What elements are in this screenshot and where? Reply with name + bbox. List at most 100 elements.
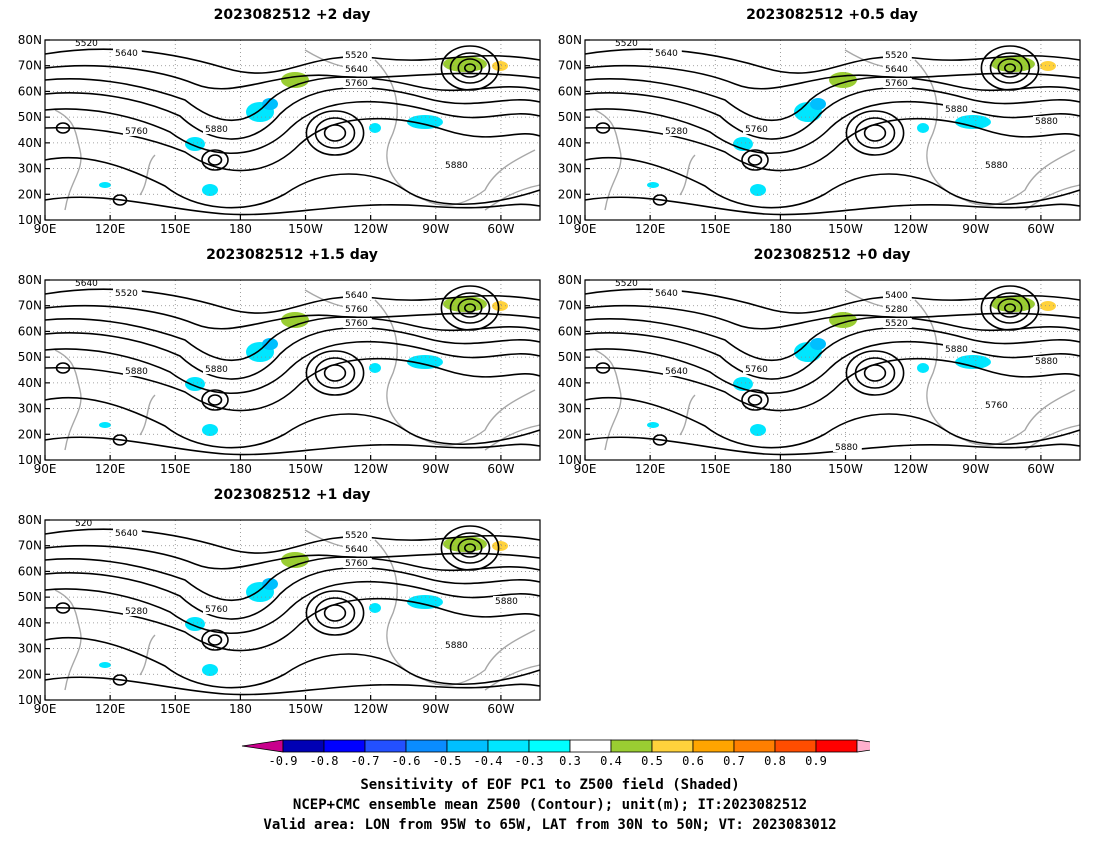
sensitivity-shade [262,98,278,110]
z500-contour [747,394,763,406]
sensitivity-shade [99,182,111,188]
z500-contour [44,396,541,449]
lon-label: 150W [288,702,323,716]
colorbar-swatch [815,739,858,753]
contour-label-bg [883,78,912,88]
sensitivity-shade [750,184,766,196]
lon-label: 90E [34,222,57,236]
contour-label-bg [493,596,522,606]
panel-title: 2023082512 +1.5 day [206,247,378,263]
map-frame [584,39,1081,221]
z500-contour [863,364,887,382]
z500-contour [314,117,356,149]
map-frame [584,279,1081,461]
contour-label: 5640 [655,49,678,59]
lat-label: 80N [558,273,582,287]
contour-label-bg [343,304,372,314]
lon-label: 120W [353,222,388,236]
sensitivity-shade [262,338,278,350]
lon-label: 150W [828,222,863,236]
lon-label: 120E [635,222,666,236]
z500-contour [449,532,491,564]
contour-label-bg [113,288,142,298]
contour-label: 5520 [115,289,138,299]
lat-label: 70N [18,59,42,73]
lon-label: 90W [422,702,449,716]
z500-contour [584,117,1081,172]
contour-label-bg [983,160,1012,170]
lon-label: 60W [487,222,514,236]
lon-label: 120E [95,222,126,236]
z500-contour [584,76,1081,122]
z500-contour [44,597,541,652]
colorbar-tick-label: -0.8 [310,754,339,766]
contour-label: 5760 [345,305,368,315]
contour-label: 5760 [345,79,368,89]
lon-label: 120W [353,702,388,716]
contour-label: 5640 [345,65,368,75]
contour-label-bg [883,50,912,60]
z500-contour [854,357,896,389]
contour-label: 5640 [75,279,98,289]
map-panel: 5520 5640 5520 5640 5760 5760 5880 5880 80N 70N 60… [18,33,541,236]
lon-label: 180 [769,462,792,476]
map-frame [44,279,541,461]
z500-contour [584,316,1081,362]
contour-label: 5640 [345,545,368,555]
z500-contour [997,298,1023,318]
contour-label-bg [343,64,372,74]
contour-label-bg [743,364,772,374]
lon-label: 90E [34,702,57,716]
z500-contour [457,58,483,78]
colorbar-swatch [774,739,817,753]
z500-contour [44,556,541,602]
colorbar-arrow [856,739,870,753]
contour-label: 5640 [885,65,908,75]
lat-label: 40N [558,136,582,150]
z500-contour [207,154,223,166]
contour-label-bg [983,400,1012,410]
lon-label: 180 [229,222,252,236]
lat-label: 80N [18,513,42,527]
panel-title: 2023082512 +2 day [213,7,371,23]
contour-label: 5760 [345,559,368,569]
sensitivity-shade [262,578,278,590]
contour-label: 5520 [615,39,638,49]
contour-label-bg [883,290,912,300]
lon-label: 60W [1027,222,1054,236]
colorbar-tick-label: 0.7 [723,754,745,766]
z500-contour [463,63,476,73]
lat-label: 80N [558,33,582,47]
z500-contour [44,76,541,122]
z500-contour [44,357,541,412]
z500-contour [449,292,491,324]
contour-label: 5520 [345,51,368,61]
z500-contour [201,629,229,651]
z500-contour [323,124,347,142]
lat-label: 10N [18,213,42,227]
contour-label-bg [343,530,372,540]
contour-label-bg [123,366,152,376]
z500-contour [584,196,1081,216]
lat-label: 20N [558,187,582,201]
contour-label: 5280 [665,127,688,137]
contour-label-bg [203,124,232,134]
contour-label-bg [113,528,142,538]
contour-label: 5640 [655,289,678,299]
lon-label: 120E [95,702,126,716]
z500-contour [44,86,541,140]
lat-label: 70N [18,299,42,313]
contour-label-bg [883,318,912,328]
sensitivity-shade [917,363,929,373]
lat-label: 10N [18,453,42,467]
z500-contour [449,52,491,84]
lon-label: 90W [962,222,989,236]
contour-label-bg [613,278,642,288]
z500-contour [112,434,128,446]
contour-label-bg [743,124,772,134]
z500-contour [55,602,71,614]
coastline [54,589,82,691]
z500-contour [44,196,541,216]
sensitivity-shade [810,98,826,110]
contour-label: 5520 [345,531,368,541]
